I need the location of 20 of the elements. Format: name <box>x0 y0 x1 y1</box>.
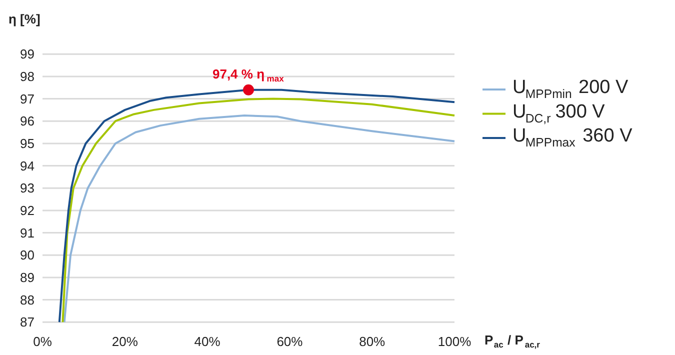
y-tick-label: 99 <box>20 46 35 62</box>
x-tick-label: 40% <box>194 334 221 350</box>
y-tick-label: 91 <box>20 225 35 240</box>
y-tick-label: 93 <box>20 180 35 196</box>
y-tick-label: 95 <box>20 136 35 151</box>
y-tick-label: 96 <box>20 114 35 129</box>
y-tick-label: 98 <box>20 68 35 84</box>
y-tick-label: 88 <box>20 292 35 308</box>
y-tick-label: 87 <box>20 314 35 330</box>
y-tick-label: 92 <box>20 202 35 218</box>
y-tick-label: 97 <box>20 91 35 106</box>
y-tick-label: 89 <box>20 270 35 285</box>
x-tick-label: 100% <box>438 334 472 350</box>
y-tick-label: 94 <box>20 158 35 174</box>
x-tick-label: 80% <box>359 334 386 350</box>
y-tick-label: 90 <box>20 248 35 263</box>
x-tick-label: 60% <box>276 334 304 350</box>
x-tick-label: 20% <box>112 334 138 350</box>
x-tick-label: 0% <box>33 334 52 350</box>
y-axis-title: η [%] <box>8 12 40 27</box>
